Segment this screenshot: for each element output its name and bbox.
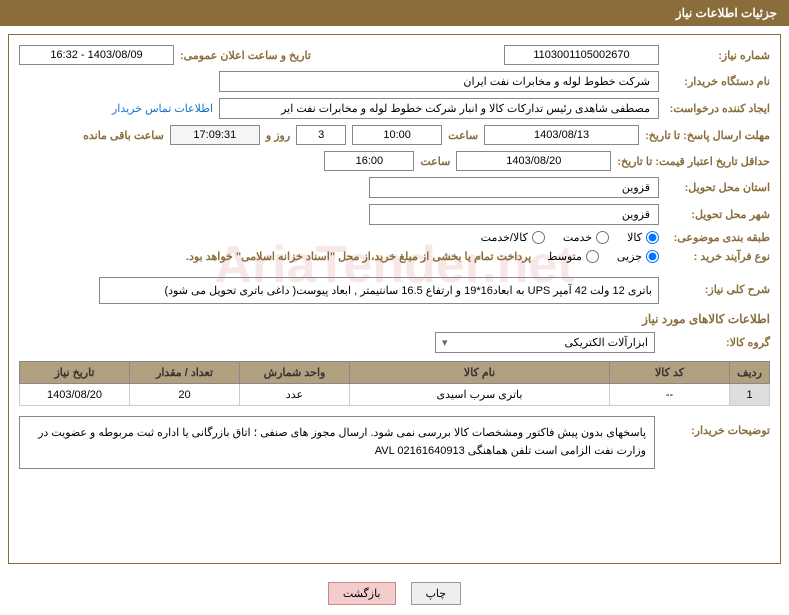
buyer-contact-link[interactable]: اطلاعات تماس خریدار bbox=[112, 102, 213, 115]
requester-label: ایجاد کننده درخواست: bbox=[665, 102, 770, 115]
deadline-time-label: ساعت bbox=[448, 129, 478, 142]
process-note: پرداخت تمام یا بخشی از مبلغ خرید،از محل … bbox=[186, 250, 531, 263]
category-radio-both[interactable]: کالا/خدمت bbox=[481, 231, 545, 244]
radio-service-input[interactable] bbox=[596, 231, 609, 244]
print-button[interactable]: چاپ bbox=[411, 582, 462, 605]
th-code: کد کالا bbox=[610, 362, 730, 384]
table-row: 1 -- باتری سرب اسیدی عدد 20 1403/08/20 bbox=[20, 384, 770, 406]
buyer-notes-label: توضیحات خریدار: bbox=[665, 416, 770, 437]
deadline-label: مهلت ارسال پاسخ: تا تاریخ: bbox=[645, 129, 770, 142]
category-radio-kala[interactable]: کالا bbox=[627, 231, 659, 244]
province-value: قزوین bbox=[369, 177, 659, 198]
cell-name: باتری سرب اسیدی bbox=[350, 384, 610, 406]
validity-time: 16:00 bbox=[324, 151, 414, 171]
category-label: طبقه بندی موضوعی: bbox=[665, 231, 770, 244]
category-radio-service[interactable]: خدمت bbox=[563, 231, 609, 244]
days-label: روز و bbox=[266, 129, 290, 142]
th-idx: ردیف bbox=[730, 362, 770, 384]
back-button[interactable]: بازگشت bbox=[328, 582, 396, 605]
city-label: شهر محل تحویل: bbox=[665, 208, 770, 221]
deadline-time: 10:00 bbox=[352, 125, 442, 145]
cell-date: 1403/08/20 bbox=[20, 384, 130, 406]
validity-label: حداقل تاریخ اعتبار قیمت: تا تاریخ: bbox=[617, 155, 770, 168]
radio-both-label: کالا/خدمت bbox=[481, 231, 528, 244]
category-radios: کالا خدمت کالا/خدمت bbox=[481, 231, 659, 244]
requester-value: مصطفی شاهدی رئیس تدارکات کالا و انبار شر… bbox=[219, 98, 659, 119]
general-desc-box: باتری 12 ولت 42 آمپر UPS به ابعاد16*19 و… bbox=[99, 277, 659, 304]
deadline-date: 1403/08/13 bbox=[484, 125, 639, 145]
need-number-value: 1103001105002670 bbox=[504, 45, 659, 65]
radio-kala-input[interactable] bbox=[646, 231, 659, 244]
cell-code: -- bbox=[610, 384, 730, 406]
th-qty: تعداد / مقدار bbox=[130, 362, 240, 384]
radio-kala-label: کالا bbox=[627, 231, 642, 244]
goods-group-value: ابزارآلات الکتریکی bbox=[565, 337, 648, 349]
th-name: نام کالا bbox=[350, 362, 610, 384]
buyer-device-value: شرکت خطوط لوله و مخابرات نفت ایران bbox=[219, 71, 659, 92]
th-date: تاریخ نیاز bbox=[20, 362, 130, 384]
buyer-device-label: نام دستگاه خریدار: bbox=[665, 75, 770, 88]
radio-service-label: خدمت bbox=[563, 231, 592, 244]
process-label: نوع فرآیند خرید : bbox=[665, 250, 770, 263]
cell-unit: عدد bbox=[240, 384, 350, 406]
cell-idx: 1 bbox=[730, 384, 770, 406]
goods-table: ردیف کد کالا نام کالا واحد شمارش تعداد /… bbox=[19, 361, 770, 406]
radio-medium-input[interactable] bbox=[586, 250, 599, 263]
page-title: جزئیات اطلاعات نیاز bbox=[676, 6, 777, 20]
validity-date: 1403/08/20 bbox=[456, 151, 611, 171]
cell-qty: 20 bbox=[130, 384, 240, 406]
goods-info-title: اطلاعات کالاهای مورد نیاز bbox=[19, 312, 770, 326]
province-label: استان محل تحویل: bbox=[665, 181, 770, 194]
process-radio-medium[interactable]: متوسط bbox=[547, 250, 599, 263]
countdown-value: 17:09:31 bbox=[170, 125, 260, 145]
general-desc-label: شرح کلی نیاز: bbox=[665, 277, 770, 296]
process-radio-partial[interactable]: جزیی bbox=[617, 250, 659, 263]
footer: چاپ بازگشت bbox=[0, 572, 789, 615]
page-header: جزئیات اطلاعات نیاز bbox=[0, 0, 789, 26]
buyer-notes-box: پاسخهای بدون پیش فاکتور ومشخصات کالا برر… bbox=[19, 416, 655, 469]
days-remaining: 3 bbox=[296, 125, 346, 145]
announce-label: تاریخ و ساعت اعلان عمومی: bbox=[180, 49, 311, 62]
announce-value: 1403/08/09 - 16:32 bbox=[19, 45, 174, 65]
validity-time-label: ساعت bbox=[420, 155, 450, 168]
content-panel: AriaTender.net شماره نیاز: 1103001105002… bbox=[8, 34, 781, 564]
radio-medium-label: متوسط bbox=[547, 250, 582, 263]
goods-group-label: گروه کالا: bbox=[665, 336, 770, 349]
city-value: قزوین bbox=[369, 204, 659, 225]
th-unit: واحد شمارش bbox=[240, 362, 350, 384]
radio-both-input[interactable] bbox=[532, 231, 545, 244]
radio-partial-label: جزیی bbox=[617, 250, 642, 263]
goods-group-select[interactable]: ابزارآلات الکتریکی bbox=[435, 332, 655, 353]
table-header-row: ردیف کد کالا نام کالا واحد شمارش تعداد /… bbox=[20, 362, 770, 384]
remain-label: ساعت باقی مانده bbox=[83, 129, 164, 142]
need-number-label: شماره نیاز: bbox=[665, 49, 770, 62]
radio-partial-input[interactable] bbox=[646, 250, 659, 263]
process-radios: جزیی متوسط bbox=[547, 250, 659, 263]
